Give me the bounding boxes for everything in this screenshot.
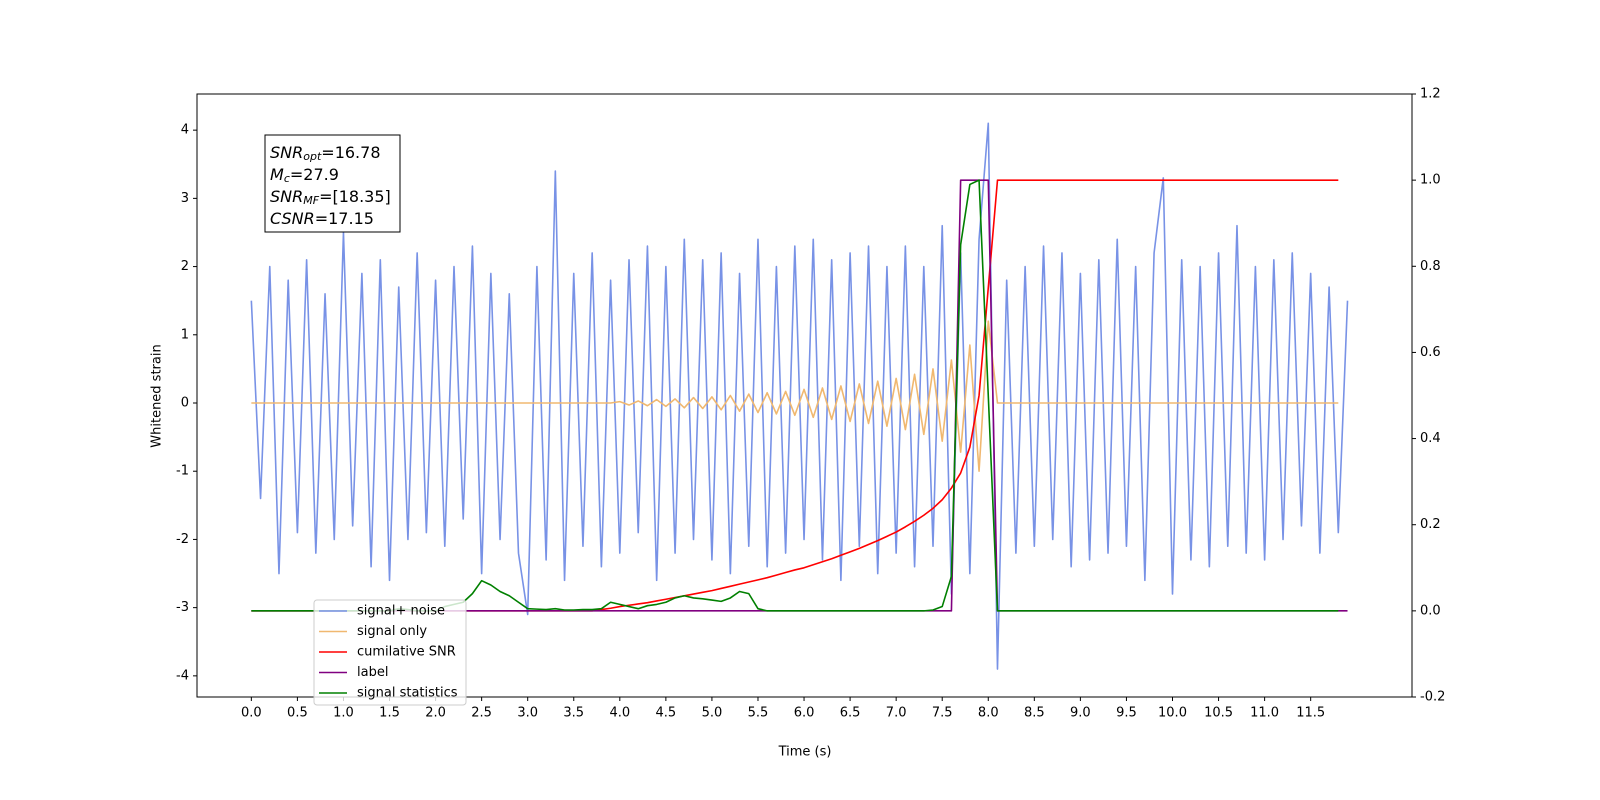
- annotation-line: SNRopt=16.78: [270, 143, 381, 164]
- x-tick-label: 10.5: [1204, 706, 1233, 721]
- x-tick-label: 3.5: [563, 706, 584, 721]
- x-tick-label: 8.5: [1024, 706, 1045, 721]
- y-axis-label: Whitened strain: [150, 344, 165, 447]
- annotation-line: Mc=27.9: [270, 165, 339, 186]
- x-tick-label: 11.0: [1250, 706, 1279, 721]
- y2-tick-label: 0.0: [1420, 603, 1441, 618]
- x-tick-label: 7.0: [886, 706, 907, 721]
- x-tick-label: 6.0: [794, 706, 815, 721]
- x-axis-label: Time (s): [778, 745, 832, 760]
- y2-tick-label: 1.0: [1420, 173, 1441, 188]
- annotation-value: =17.15: [315, 209, 374, 228]
- x-tick-label: 1.0: [333, 706, 354, 721]
- legend-label: cumilative SNR: [357, 645, 456, 660]
- legend-label: label: [357, 665, 388, 680]
- x-tick-label: 5.0: [702, 706, 723, 721]
- x-tick-label: 2.5: [471, 706, 492, 721]
- y-tick-label: -3: [176, 600, 189, 615]
- y-tick-label: -4: [176, 668, 189, 683]
- annotation-value: =[18.35]: [319, 187, 391, 206]
- x-tick-label: 4.0: [609, 706, 630, 721]
- annotation-value: =27.9: [290, 165, 339, 184]
- annotation-symbol: SNR: [270, 143, 303, 162]
- y-tick-label: -1: [176, 464, 189, 479]
- y2-tick-label: 0.2: [1420, 517, 1441, 532]
- x-tick-label: 3.0: [517, 706, 538, 721]
- y2-tick-label: 0.6: [1420, 345, 1441, 360]
- y2-tick-label: 1.2: [1420, 87, 1441, 102]
- annotation-symbol: CSNR: [270, 209, 315, 228]
- x-tick-label: 8.0: [978, 706, 999, 721]
- x-tick-label: 7.5: [932, 706, 953, 721]
- annotation-line: CSNR=17.15: [270, 209, 374, 228]
- legend: signal+ noise signal only cumilative SNR la…: [313, 599, 467, 706]
- annotation-subscript: c: [284, 172, 290, 185]
- y2-tick-label: 0.8: [1420, 259, 1441, 274]
- x-tick-label: 11.5: [1296, 706, 1325, 721]
- series-line: [250, 122, 1349, 670]
- y2-tick-label: -0.2: [1420, 690, 1445, 705]
- x-tick-label: 4.5: [656, 706, 677, 721]
- legend-label: signal statistics: [357, 686, 458, 701]
- x-tick-label: 1.5: [379, 706, 400, 721]
- x-tick-label: 0.0: [241, 706, 262, 721]
- y-tick-label: 3: [181, 191, 189, 206]
- annotation-box: [264, 134, 401, 233]
- x-tick-label: 6.5: [840, 706, 861, 721]
- annotation-symbol: SNR: [270, 187, 303, 206]
- annotation: SNRopt=16.78Mc=27.9SNRMF=[18.35]CSNR=17.…: [264, 134, 401, 233]
- annotation-subscript: opt: [303, 150, 322, 163]
- legend-label: signal+ noise: [357, 604, 445, 619]
- legend-frame: [313, 599, 467, 706]
- annotation-line: SNRMF=[18.35]: [270, 187, 391, 208]
- x-tick-label: 0.5: [287, 706, 308, 721]
- annotation-symbol: M: [270, 165, 284, 184]
- annotation-subscript: MF: [303, 194, 319, 207]
- x-tick-label: 9.5: [1116, 706, 1137, 721]
- x-tick-label: 5.5: [748, 706, 769, 721]
- x-tick-label: 10.0: [1158, 706, 1187, 721]
- series-line: [251, 179, 1339, 612]
- y-tick-label: -2: [176, 532, 189, 547]
- y2-tick-label: 0.4: [1420, 431, 1441, 446]
- y-tick-label: 0: [181, 396, 189, 411]
- annotation-value: =16.78: [321, 143, 380, 162]
- series-line: [251, 320, 1339, 473]
- x-tick-label: 9.0: [1070, 706, 1091, 721]
- y-tick-label: 2: [181, 259, 189, 274]
- legend-label: signal only: [357, 624, 427, 639]
- y-tick-label: 1: [181, 327, 189, 342]
- series-line: [251, 179, 1339, 612]
- x-tick-label: 2.0: [425, 706, 446, 721]
- y-tick-label: 4: [181, 123, 189, 138]
